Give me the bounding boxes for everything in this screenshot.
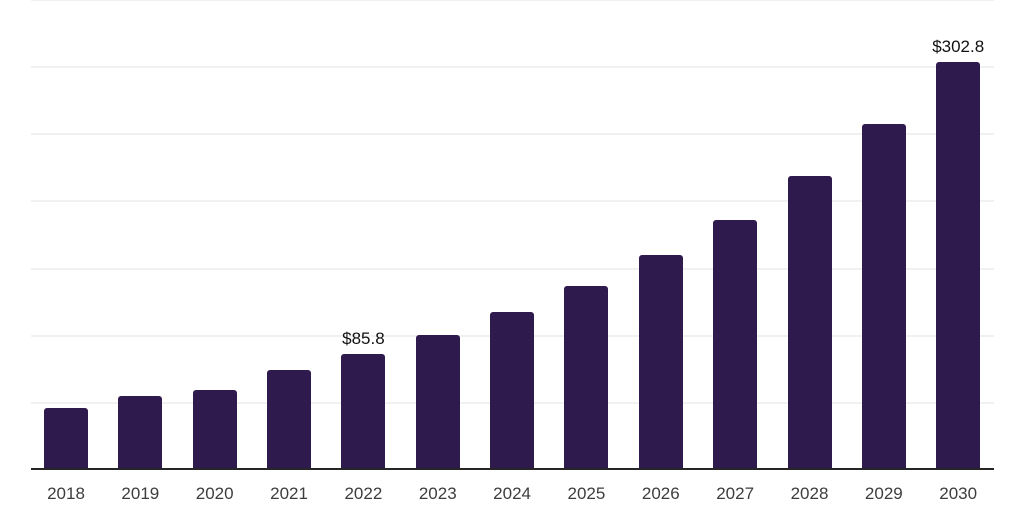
- bar-value-label-2022: $85.8: [342, 328, 385, 348]
- gridline: [31, 200, 994, 203]
- bar-2018: [44, 407, 88, 469]
- x-axis-labels: 2018 2019 2020 2021 2022 2023 2024 2025 2026 2027…: [31, 485, 994, 507]
- x-tick-label-2024: 2024: [493, 484, 532, 503]
- bar-2025: [564, 286, 609, 469]
- bar-2021: [267, 369, 312, 469]
- bar-2027: [713, 219, 758, 469]
- bar-2019: [118, 395, 163, 469]
- bar-value-label-2030: $302.8: [932, 37, 985, 57]
- x-tick-label-2026: 2026: [641, 484, 680, 503]
- bar-2023: [415, 334, 460, 469]
- x-tick-label-2022: 2022: [344, 484, 383, 503]
- gridline: [31, 133, 994, 136]
- x-tick-label-2023: 2023: [418, 484, 457, 503]
- bar-2029: [861, 124, 906, 469]
- gridline: [31, 267, 994, 270]
- bar-2020: [192, 390, 237, 469]
- x-tick-label-2025: 2025: [567, 484, 606, 503]
- x-tick-label-2028: 2028: [790, 484, 829, 503]
- x-tick-label-2019: 2019: [121, 484, 160, 503]
- gridline: [31, 66, 994, 69]
- plot-area: $85.8 $302.8: [31, 0, 994, 469]
- x-tick-label-2027: 2027: [716, 484, 755, 503]
- bar-2024: [490, 312, 535, 469]
- x-tick-label-2018: 2018: [47, 484, 85, 503]
- bar-2026: [638, 255, 683, 469]
- bar-2030: [936, 62, 981, 469]
- x-tick-label-2030: 2030: [939, 484, 978, 503]
- x-tick-label-2021: 2021: [270, 484, 308, 503]
- gridline: [31, 0, 994, 1]
- bar-2028: [787, 175, 832, 469]
- x-tick-label-2029: 2029: [864, 484, 903, 503]
- x-tick-label-2020: 2020: [195, 484, 234, 503]
- bar-2022: [341, 353, 386, 469]
- x-axis-line: [31, 468, 994, 470]
